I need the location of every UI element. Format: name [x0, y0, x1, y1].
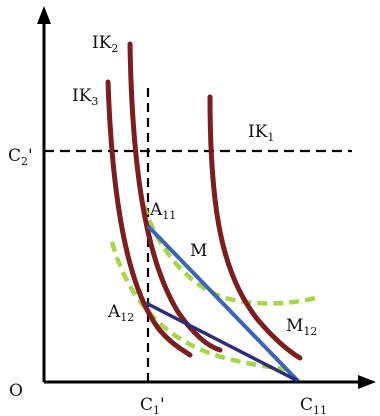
a11-label: A11 — [149, 200, 176, 222]
ik2-curve — [127, 41, 223, 353]
a12-label: A12 — [107, 302, 134, 324]
ik1-label: IK1 — [248, 122, 274, 144]
c2-prime-label: C2' — [8, 146, 33, 168]
origin-label: O — [9, 381, 23, 401]
ik1-curve — [207, 94, 303, 361]
budget-line-a12-c11 — [145, 301, 299, 383]
ik3-label: IK3 — [72, 86, 98, 108]
x-axis-arrow — [358, 375, 376, 389]
y-axis-arrow — [37, 6, 51, 24]
ik2-label: IK2 — [92, 33, 118, 55]
c1-prime-label: C1' — [140, 395, 165, 416]
ik3-curve — [105, 79, 193, 358]
m12-label: M12 — [286, 316, 317, 338]
green-dashed-curve-lower — [109, 241, 293, 373]
c11-label: C11 — [300, 395, 327, 416]
budget-line-a11-c11 — [146, 224, 300, 383]
m-label: M — [190, 241, 207, 261]
